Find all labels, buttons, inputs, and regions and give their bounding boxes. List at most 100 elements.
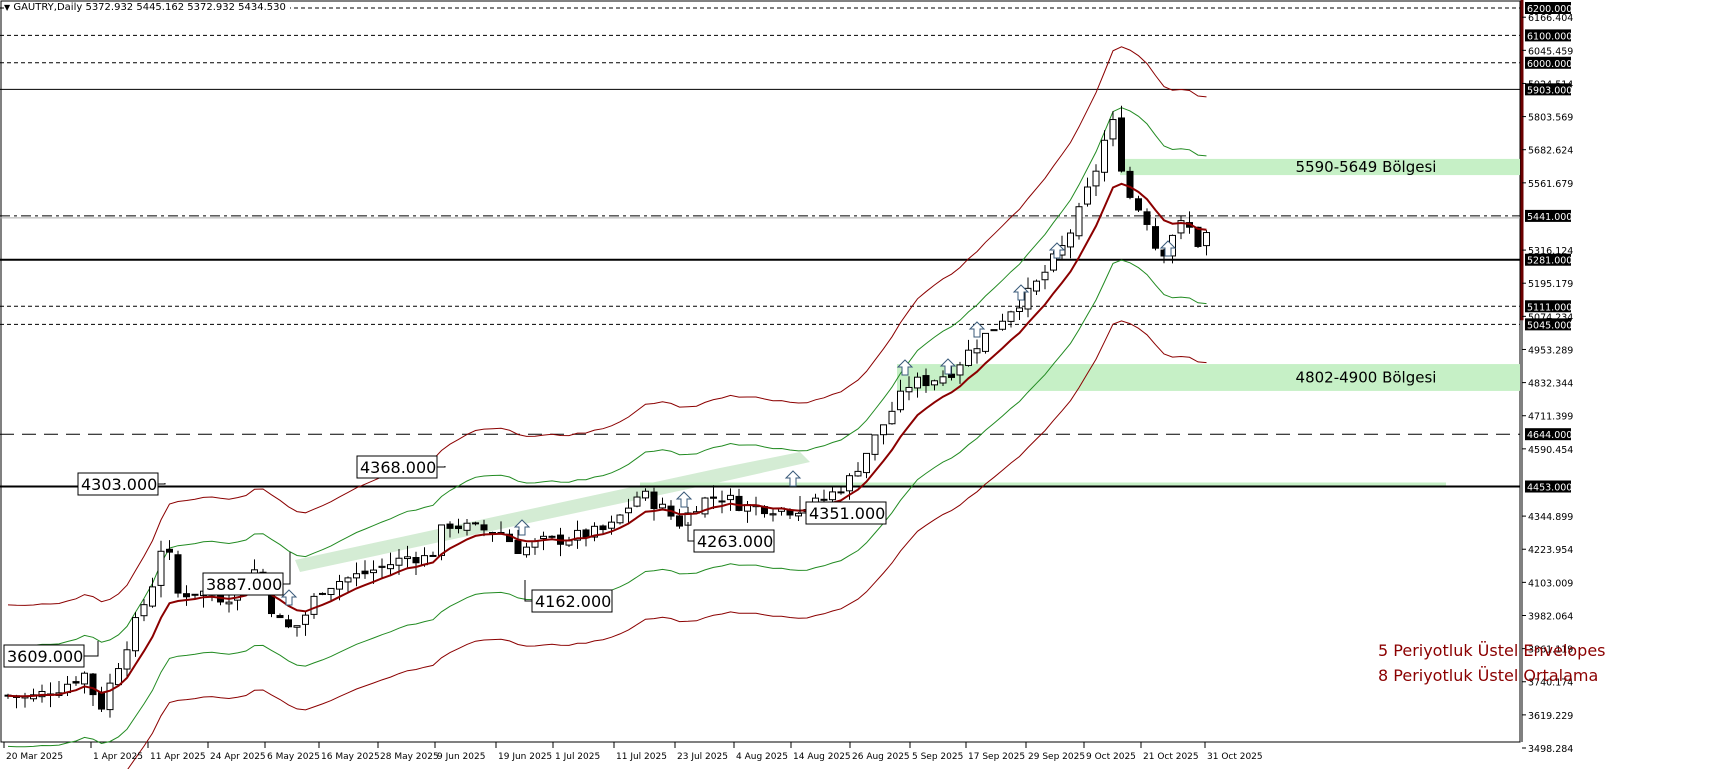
- candle[interactable]: [1126, 166, 1134, 200]
- candle[interactable]: [319, 592, 326, 596]
- candle[interactable]: [72, 676, 80, 686]
- candle[interactable]: [361, 560, 369, 579]
- candle[interactable]: [999, 313, 1006, 331]
- candlesticks[interactable]: [4, 105, 1210, 718]
- candle[interactable]: [132, 612, 139, 657]
- candle[interactable]: [939, 370, 947, 386]
- candle[interactable]: [387, 552, 394, 576]
- candle[interactable]: [1143, 208, 1151, 231]
- candle[interactable]: [285, 614, 292, 629]
- candle[interactable]: [106, 673, 114, 718]
- candle[interactable]: [837, 486, 845, 495]
- candle[interactable]: [897, 379, 904, 413]
- candle[interactable]: [149, 577, 156, 608]
- candle[interactable]: [922, 368, 930, 393]
- candle[interactable]: [183, 585, 190, 606]
- collapse-triangle-icon[interactable]: ▼: [4, 3, 11, 12]
- candle[interactable]: [1118, 105, 1125, 173]
- candle[interactable]: [463, 518, 471, 536]
- candle[interactable]: [1203, 230, 1210, 256]
- candle[interactable]: [310, 593, 318, 619]
- candle[interactable]: [166, 540, 173, 561]
- candle[interactable]: [276, 613, 284, 619]
- candle[interactable]: [293, 625, 301, 637]
- candle[interactable]: [455, 518, 462, 534]
- candle[interactable]: [769, 507, 777, 522]
- candle[interactable]: [905, 376, 913, 401]
- candle[interactable]: [1033, 279, 1040, 296]
- candle[interactable]: [863, 452, 870, 479]
- candle[interactable]: [982, 332, 989, 354]
- candle[interactable]: [1067, 229, 1074, 259]
- price-label[interactable]: 4368.000: [356, 455, 446, 479]
- candle[interactable]: [1109, 111, 1117, 147]
- candle[interactable]: [404, 545, 411, 568]
- price-label[interactable]: 4263.000: [687, 522, 775, 553]
- candle[interactable]: [880, 424, 887, 445]
- price-axis[interactable]: 6166.4046045.4595924.5145803.5695682.624…: [1520, 0, 1573, 755]
- support-zone[interactable]: 5590-5649 Bölgesi: [1120, 158, 1520, 176]
- candle[interactable]: [140, 599, 148, 622]
- candle[interactable]: [965, 339, 972, 367]
- candle[interactable]: [718, 490, 726, 514]
- candle[interactable]: [701, 496, 709, 518]
- candle[interactable]: [370, 560, 377, 584]
- candle[interactable]: [1092, 164, 1100, 196]
- time-axis[interactable]: 20 Mar 2025 1 Apr 2025 11 Apr 2025 24 Apr 2…: [3, 742, 1263, 762]
- candle[interactable]: [727, 488, 734, 511]
- price-label[interactable]: 3609.000: [3, 641, 99, 668]
- candle[interactable]: [642, 488, 649, 501]
- price-label[interactable]: 3887.000: [202, 552, 291, 596]
- support-zone[interactable]: 4802-4900 Bölgesi: [897, 364, 1520, 391]
- candle[interactable]: [1135, 195, 1142, 213]
- candle[interactable]: [1152, 218, 1159, 251]
- candle[interactable]: [914, 372, 921, 398]
- price-label[interactable]: 4303.000: [77, 472, 166, 496]
- candle[interactable]: [820, 489, 828, 503]
- candle[interactable]: [429, 551, 437, 557]
- candle[interactable]: [574, 520, 581, 549]
- candle[interactable]: [633, 491, 641, 508]
- price-label[interactable]: 4351.000: [799, 496, 887, 525]
- candle[interactable]: [795, 512, 802, 521]
- candle[interactable]: [599, 524, 607, 535]
- candle[interactable]: [81, 671, 88, 694]
- candle[interactable]: [523, 542, 530, 558]
- candle[interactable]: [1194, 226, 1202, 248]
- candle[interactable]: [591, 522, 598, 542]
- candle[interactable]: [931, 379, 938, 391]
- candle[interactable]: [1075, 202, 1083, 240]
- candle[interactable]: [480, 519, 488, 537]
- candle[interactable]: [1041, 265, 1049, 290]
- candle[interactable]: [625, 498, 632, 525]
- candle[interactable]: [412, 551, 420, 575]
- candle[interactable]: [1101, 130, 1108, 182]
- candle[interactable]: [472, 521, 479, 526]
- candle[interactable]: [378, 558, 386, 578]
- candle[interactable]: [89, 673, 97, 707]
- candle[interactable]: [854, 462, 862, 477]
- candle[interactable]: [650, 487, 658, 521]
- candle[interactable]: [446, 521, 454, 538]
- candle[interactable]: [616, 513, 624, 525]
- price-label[interactable]: 4162.000: [524, 580, 613, 613]
- candle[interactable]: [302, 610, 309, 636]
- candle[interactable]: [1177, 215, 1185, 240]
- candle[interactable]: [888, 401, 896, 425]
- candle[interactable]: [1007, 310, 1015, 328]
- candle[interactable]: [225, 593, 233, 613]
- candle[interactable]: [1016, 299, 1023, 321]
- candle[interactable]: [990, 329, 998, 332]
- candle[interactable]: [973, 339, 981, 364]
- candle[interactable]: [871, 434, 879, 461]
- candle[interactable]: [735, 488, 743, 512]
- candle[interactable]: [353, 562, 360, 587]
- candle[interactable]: [1084, 177, 1091, 207]
- candle[interactable]: [344, 576, 352, 593]
- candle[interactable]: [676, 508, 683, 529]
- candle[interactable]: [956, 361, 964, 384]
- candle[interactable]: [123, 641, 131, 678]
- candle[interactable]: [710, 485, 717, 510]
